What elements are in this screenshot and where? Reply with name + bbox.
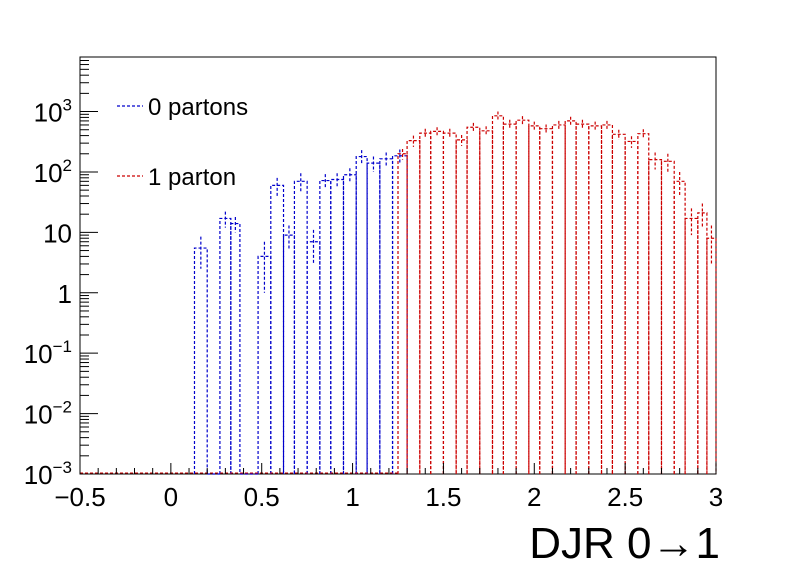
series-zero-partons (80, 149, 408, 475)
x-tick-label: 0.5 (244, 482, 280, 512)
y-axis-ticks: 10−3 10−2 10−1 1 10 102 103 (24, 56, 98, 490)
x-axis-title: DJR 0→1 (529, 519, 720, 568)
hist-bin (355, 155, 368, 474)
series-one-parton (80, 111, 717, 474)
hist-bin (515, 119, 530, 474)
hist-bin (442, 132, 457, 474)
y-tick-label: 1 (58, 279, 72, 309)
legend-label: 1 parton (148, 164, 236, 191)
x-tick-label: 2 (527, 482, 541, 512)
hist-bin (637, 133, 650, 474)
legend: 0 partons 1 parton (117, 94, 248, 191)
x-tick-label: 2.5 (607, 482, 643, 512)
hist-bin (491, 115, 504, 474)
hist-bin (564, 120, 577, 474)
y-tick-label: 10 (43, 218, 72, 248)
histogram-layer (80, 111, 717, 475)
hist-bin (611, 133, 626, 474)
hist-bin (406, 140, 421, 474)
hist-bin (706, 237, 717, 474)
hist-bin (306, 241, 321, 474)
hist-bin (551, 124, 566, 474)
y-tick-label: 10−3 (24, 458, 72, 490)
hist-bin (588, 125, 603, 474)
hist-bin (419, 132, 432, 474)
hist-bin (673, 180, 686, 474)
y-tick-label: 10−1 (24, 337, 72, 369)
legend-label: 0 partons (148, 94, 248, 121)
hist-bin (282, 234, 296, 474)
hist-bin (466, 126, 481, 474)
x-tick-label: 1.5 (425, 482, 461, 512)
hist-bin (660, 160, 675, 474)
x-tick-label: 3 (709, 482, 723, 512)
hist-bin (230, 222, 241, 474)
hist-bin (430, 130, 445, 474)
hist-bin (193, 247, 208, 474)
x-tick-label: −0.5 (54, 482, 105, 512)
hist-bin (270, 184, 285, 474)
hist-bin (624, 140, 639, 474)
hist-bin (697, 212, 708, 474)
hist-bin (575, 123, 590, 474)
hist-bin (455, 139, 468, 474)
hist-bin (330, 178, 345, 474)
hist-bin (600, 124, 614, 474)
hist-bin (648, 159, 663, 474)
hist-bin (219, 217, 232, 474)
x-tick-label: 1 (345, 482, 359, 512)
hist-bin (502, 123, 517, 474)
hist-bin (319, 179, 332, 474)
y-tick-label: 103 (34, 96, 72, 128)
y-tick-label: 102 (34, 156, 72, 188)
hist-bin (397, 153, 408, 474)
hist-bin (539, 128, 554, 474)
hist-bin (366, 162, 381, 474)
hist-bin (684, 217, 699, 474)
hist-bin (342, 174, 357, 474)
x-axis-ticks: −0.5 0 0.5 1 1.5 2 2.5 3 (54, 463, 723, 512)
hist-bin (391, 155, 408, 474)
hist-bin (293, 180, 308, 474)
hist-bin (379, 158, 394, 474)
y-tick-label: 10−2 (24, 398, 72, 430)
hist-bin (479, 130, 494, 474)
hist-bin (528, 125, 541, 474)
x-tick-label: 0 (164, 482, 178, 512)
